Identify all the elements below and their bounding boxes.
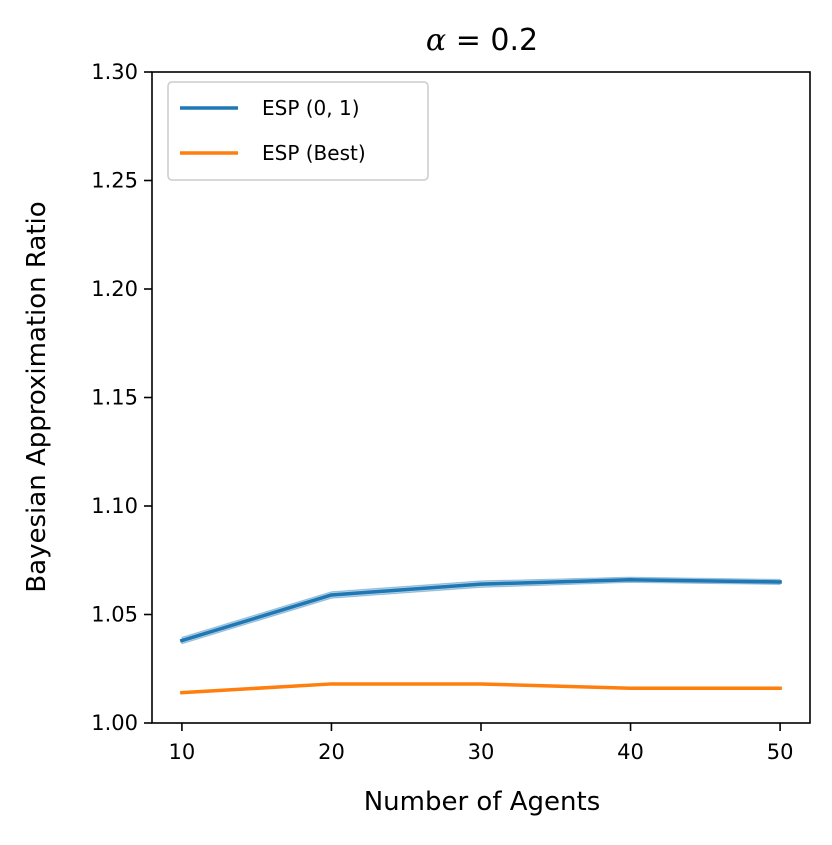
y-tick-label: 1.05 — [91, 603, 138, 627]
series-2-point — [628, 686, 633, 690]
series-1-point — [778, 580, 782, 584]
series-1-point — [329, 593, 334, 597]
series-1-point — [180, 638, 184, 643]
x-tick-label: 40 — [617, 740, 644, 764]
chart-title-value: = 0.2 — [446, 23, 538, 58]
x-ticks: 10 20 30 40 50 — [169, 723, 794, 764]
y-tick-label: 1.30 — [91, 60, 138, 84]
series-2-point — [329, 682, 334, 686]
x-tick-label: 30 — [468, 740, 495, 764]
legend: ESP (0, 1) ESP (Best) — [167, 81, 429, 181]
chart-title-symbol: α — [426, 23, 446, 58]
series-2-point — [180, 691, 184, 695]
series-1-point — [479, 582, 483, 586]
y-axis-label: Bayesian Approximation Ratio — [22, 201, 52, 592]
chart-title: α = 0.2 — [426, 23, 538, 58]
x-tick-label: 50 — [767, 740, 794, 764]
legend-entries: ESP (0, 1) ESP (Best) — [180, 96, 366, 165]
y-tick-label: 1.15 — [91, 386, 138, 410]
series-1-point — [628, 578, 633, 582]
series-2-point — [479, 682, 483, 686]
legend-label-series-2: ESP (Best) — [262, 141, 366, 165]
y-ticks: 1.00 1.05 1.10 1.15 1.20 1.25 1.30 — [91, 60, 152, 735]
y-tick-label: 1.25 — [91, 169, 138, 193]
y-tick-label: 1.10 — [91, 494, 138, 518]
series-layer — [179, 576, 782, 695]
x-tick-label: 10 — [169, 740, 196, 764]
series-2-point — [778, 686, 782, 690]
legend-label-series-1: ESP (0, 1) — [262, 96, 360, 120]
x-axis-label: Number of Agents — [364, 787, 601, 817]
x-tick-label: 20 — [318, 740, 345, 764]
y-tick-label: 1.00 — [91, 711, 138, 735]
series-1-confidence-band — [181, 576, 781, 645]
y-tick-label: 1.20 — [91, 277, 138, 301]
